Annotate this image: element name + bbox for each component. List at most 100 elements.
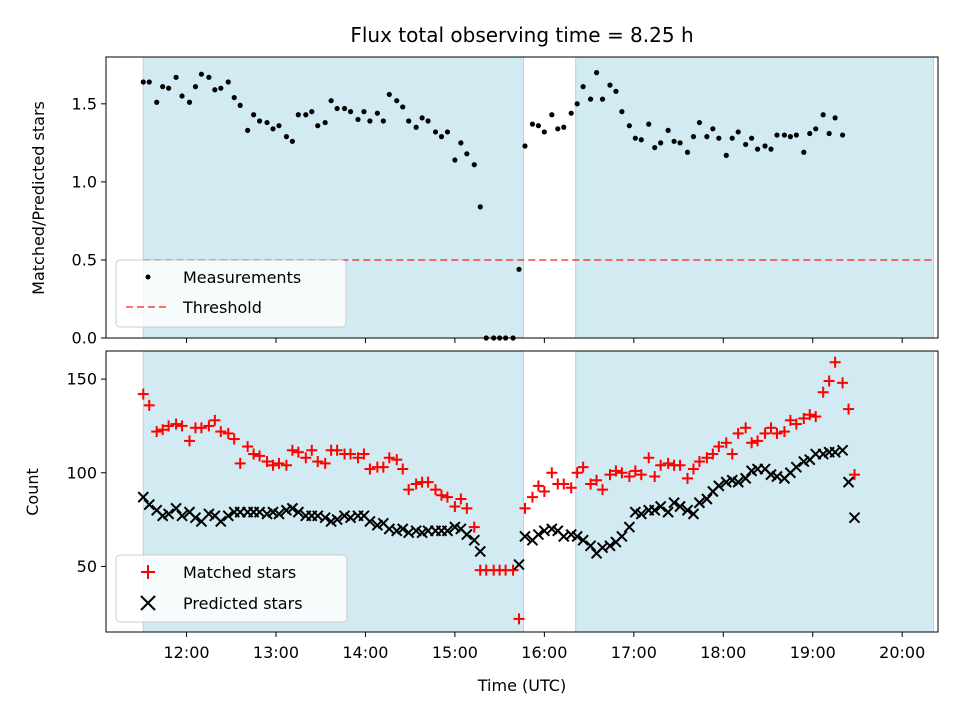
predicted-star-point <box>674 500 686 513</box>
measurement-point <box>743 141 749 148</box>
ratio-y-tick-label: 0.5 <box>72 250 97 269</box>
x-tick-label: 12:00 <box>163 643 209 662</box>
count-y-tick-label: 100 <box>66 463 97 482</box>
matched-star-point <box>817 386 829 398</box>
matched-star-point <box>597 484 609 496</box>
measurement-point <box>198 71 205 77</box>
measurement-point <box>646 121 652 127</box>
legend-matched-marker <box>141 565 155 579</box>
measurement-point <box>192 84 199 90</box>
measurement-point <box>367 118 373 124</box>
measurement-point <box>549 112 555 118</box>
predicted-star-point <box>331 513 343 526</box>
matched-star-point <box>280 459 292 471</box>
measurement-point <box>355 116 361 123</box>
measurement-point <box>322 119 328 126</box>
matched-star-point <box>526 491 538 503</box>
measurement-point <box>206 74 212 80</box>
measurement-point <box>477 204 483 210</box>
matched-star-point <box>195 422 207 434</box>
measurement-point <box>541 129 547 135</box>
predicted-star-point <box>616 530 628 543</box>
measurement-point <box>716 135 722 141</box>
predicted-star-point <box>668 497 680 509</box>
measurement-point <box>400 104 406 110</box>
measurement-point <box>309 109 315 115</box>
measurement-point <box>801 149 807 155</box>
matched-star-point <box>649 471 661 483</box>
measurement-point <box>438 134 445 140</box>
measurement-point <box>568 110 574 116</box>
matched-star-point <box>209 414 221 426</box>
chart-title: Flux total observing time = 8.25 h <box>350 23 693 47</box>
matched-star-point <box>352 452 364 464</box>
count-legend: Matched stars Predicted stars <box>115 554 348 623</box>
matched-star-point <box>746 437 758 449</box>
matched-star-point <box>267 459 279 471</box>
measurement-point <box>212 87 218 93</box>
matched-star-point <box>732 427 744 439</box>
measurement-point <box>374 110 380 116</box>
matched-star-point <box>422 476 434 488</box>
measurement-point <box>394 98 400 104</box>
measurement-point <box>735 129 741 135</box>
matched-star-point <box>790 418 802 430</box>
predicted-star-point <box>739 472 752 485</box>
matched-star-point <box>306 444 318 456</box>
predicted-star-point <box>468 534 480 546</box>
measurement-point <box>555 126 561 132</box>
measurement-point <box>425 118 431 124</box>
matched-star-point <box>662 457 674 469</box>
matched-star-point <box>565 482 577 494</box>
measurement-point <box>768 146 774 152</box>
measurement-point <box>347 109 354 115</box>
matched-star-point <box>137 388 149 400</box>
measurement-point <box>256 118 263 124</box>
measurement-point <box>665 127 671 133</box>
predicted-star-point <box>532 528 545 541</box>
measurement-point <box>781 132 788 138</box>
measurement-point <box>341 105 348 112</box>
legend-matched-label: Matched stars <box>183 563 296 582</box>
predicted-star-point <box>513 558 525 571</box>
predicted-star-point <box>397 523 409 535</box>
matched-star-point <box>577 461 589 473</box>
predicted-star-point <box>319 512 331 524</box>
measurement-point <box>754 146 761 152</box>
count-panel: 50 100 150 12:00 13:00 14:00 15:00 16:00 17:00 1… <box>23 350 939 695</box>
matched-star-point <box>720 437 732 449</box>
predicted-star-point <box>604 540 616 552</box>
ratio-panel: 0.0 0.5 1.0 1.5 Matched/Predicted stars Mea… <box>29 56 939 348</box>
matched-star-point <box>849 469 861 481</box>
measurement-point <box>419 115 425 121</box>
measurement-point <box>154 99 160 105</box>
predicted-star-point <box>842 476 855 488</box>
measurement-point <box>173 74 179 80</box>
measurement-point <box>593 70 600 76</box>
predicted-star-point <box>584 540 597 552</box>
matched-star-point <box>461 502 473 514</box>
matched-star-point <box>254 450 266 462</box>
measurement-point <box>684 149 691 155</box>
matched-star-point <box>655 459 667 471</box>
matched-star-point <box>228 433 240 445</box>
measurement-point <box>406 118 412 124</box>
matched-star-point <box>591 474 603 486</box>
matched-star-point <box>215 426 227 438</box>
measurement-point <box>303 112 309 118</box>
measurement-point <box>729 135 735 141</box>
measurement-point <box>561 124 567 130</box>
measurement-point <box>413 124 419 130</box>
x-tick-label: 14:00 <box>342 643 388 662</box>
measurement-point <box>270 126 276 132</box>
measurement-point <box>839 132 846 138</box>
predicted-star-point <box>732 476 744 488</box>
matched-star-point <box>441 491 453 503</box>
matched-star-point <box>242 441 254 453</box>
matched-star-point <box>837 377 849 389</box>
measurement-point <box>826 130 832 137</box>
ratio-y-tick-label: 1.5 <box>72 94 97 113</box>
matched-star-point <box>273 457 285 469</box>
measurement-point <box>632 135 638 141</box>
measurement-point <box>813 126 819 132</box>
